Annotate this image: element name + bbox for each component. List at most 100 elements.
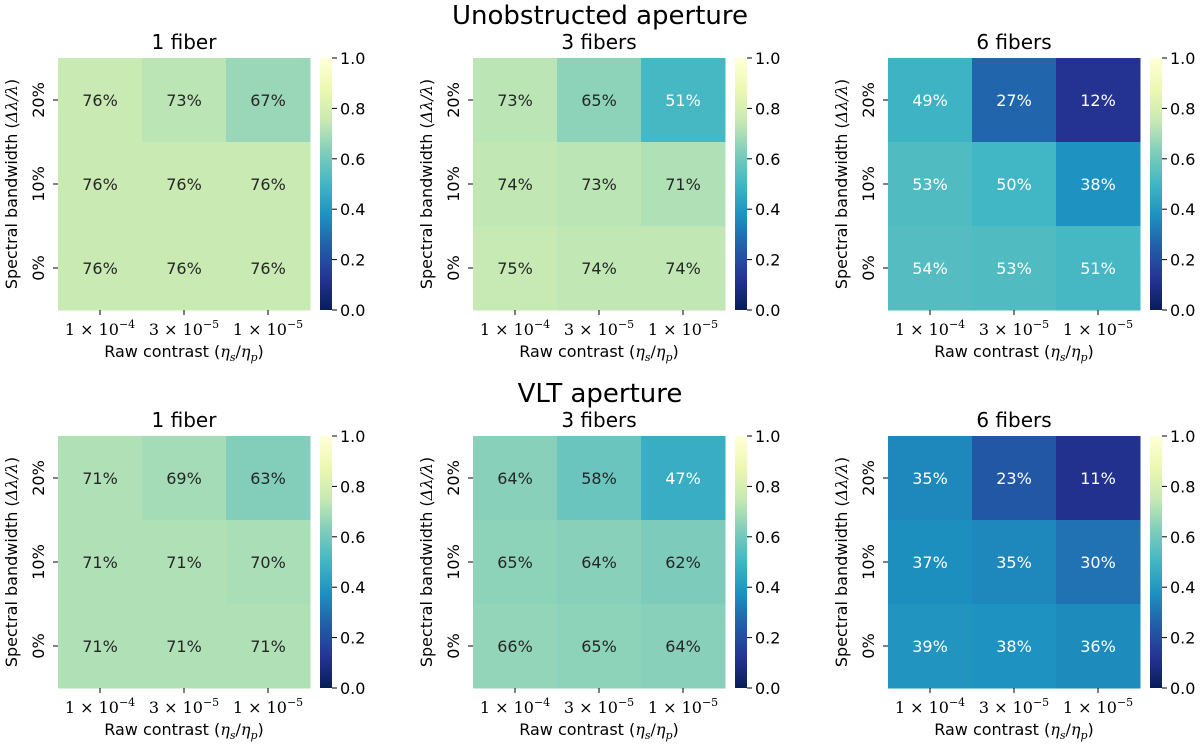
cell-label: 73% (497, 91, 533, 110)
cell-label: 65% (581, 637, 617, 656)
heatmap-cell (641, 436, 726, 521)
x-label-eta: η (220, 720, 230, 739)
cell-label: 30% (1080, 553, 1116, 572)
heatmap-cell (1056, 58, 1141, 143)
x-tick-label: 3 × 10−5 (564, 318, 634, 339)
tick-mantissa: 3 (979, 320, 994, 339)
tick-exponent: −5 (203, 696, 219, 709)
cell-label: 76% (250, 175, 286, 194)
cell-label: 35% (996, 553, 1032, 572)
cell-label: 47% (665, 469, 701, 488)
x-tick-label: 3 × 10−5 (564, 696, 634, 717)
colorbar (1150, 58, 1162, 310)
y-tick-label: 0% (444, 633, 463, 658)
cell-label: 76% (82, 91, 118, 110)
heatmap-cell (888, 436, 973, 521)
y-tick-label: 0% (859, 633, 878, 658)
y-label-math: Δλ/λ (2, 85, 21, 123)
colorbar-tick-label: 0.6 (1170, 150, 1195, 169)
tick-exponent: −5 (618, 696, 634, 709)
x-label-close: ) (258, 720, 264, 739)
heatmap-cell (972, 226, 1057, 311)
colorbar-tick-label: 0.2 (1170, 251, 1195, 270)
y-tick-label: 0% (444, 255, 463, 280)
x-tick-label: 1 × 10−5 (233, 696, 303, 717)
section-title-vlt: VLT aperture (518, 379, 683, 409)
heatmap-cell (1056, 142, 1141, 227)
colorbar-tick-label: 0.0 (340, 301, 365, 320)
x-label-close: ) (673, 342, 679, 361)
y-label-text: Spectral bandwidth ( (832, 500, 851, 667)
tick-mantissa: 3 (979, 698, 994, 717)
heatmap-cell (557, 520, 642, 605)
tick-exponent: −4 (949, 696, 965, 709)
x-tick-label: 1 × 10−4 (65, 318, 135, 339)
heatmap-cell (142, 604, 227, 689)
tick-exponent: −5 (287, 318, 303, 331)
tick-times: × (495, 320, 514, 339)
y-tick-label: 0% (859, 255, 878, 280)
x-label-sub: s (230, 351, 236, 364)
cell-label: 69% (166, 469, 202, 488)
colorbar-tick-label: 0.2 (755, 629, 780, 648)
heatmap-cell (972, 58, 1057, 143)
tick-base: 10 (1013, 320, 1033, 339)
y-tick-label: 10% (859, 166, 878, 202)
x-label-slash: / (1066, 720, 1072, 739)
tick-times: × (910, 320, 929, 339)
cell-label: 74% (497, 175, 533, 194)
colorbar-tick-label: 0.0 (1170, 679, 1195, 698)
heatmap-cell (226, 520, 311, 605)
colorbar-tick-label: 1.0 (755, 49, 780, 68)
x-label-sub: s (230, 729, 236, 742)
cell-label: 71% (250, 637, 286, 656)
colorbar-tick-label: 0.4 (1170, 200, 1195, 219)
cell-label: 54% (912, 259, 948, 278)
heatmap-cell (58, 142, 143, 227)
colorbar-tick-label: 0.8 (340, 477, 365, 496)
heatmap-cell (473, 520, 558, 605)
cell-label: 64% (497, 469, 533, 488)
y-tick-label: 20% (444, 82, 463, 118)
cell-label: 66% (497, 637, 533, 656)
tick-base: 10 (183, 320, 203, 339)
cell-label: 67% (250, 91, 286, 110)
y-axis-label: Spectral bandwidth (Δλ/λ) (417, 457, 436, 667)
colorbar-tick-label: 1.0 (755, 427, 780, 446)
colorbar (1150, 436, 1162, 688)
x-label-sub: p (251, 729, 258, 742)
x-label-text: Raw contrast ( (519, 720, 635, 739)
x-label-eta: η (635, 720, 645, 739)
tick-exponent: −4 (534, 318, 550, 331)
tick-exponent: −5 (1033, 318, 1049, 331)
tick-mantissa: 1 (648, 320, 663, 339)
heatmap-cell (226, 142, 311, 227)
heatmap-cell (1056, 604, 1141, 689)
heatmap-cell (142, 436, 227, 521)
cell-label: 65% (497, 553, 533, 572)
cell-label: 71% (82, 637, 118, 656)
colorbar-tick-label: 1.0 (340, 427, 365, 446)
colorbar-tick-label: 0.4 (340, 578, 365, 597)
y-label-math: Δλ/λ (2, 463, 21, 501)
colorbar (735, 58, 747, 310)
heatmap-cell (972, 604, 1057, 689)
tick-exponent: −5 (1117, 696, 1133, 709)
y-label-math: Δλ/λ (832, 85, 851, 123)
tick-times: × (1078, 320, 1097, 339)
x-label-eta: η (1050, 342, 1060, 361)
heatmap-cell (473, 226, 558, 311)
heatmap-cell (641, 226, 726, 311)
tick-mantissa: 3 (564, 698, 579, 717)
tick-mantissa: 1 (65, 320, 80, 339)
heatmap-cell (888, 520, 973, 605)
tick-mantissa: 1 (480, 698, 495, 717)
x-label-text: Raw contrast ( (519, 342, 635, 361)
colorbar-tick-label: 0.6 (755, 528, 780, 547)
x-label-eta: η (1050, 720, 1060, 739)
heatmap-cell (226, 604, 311, 689)
heatmap-cell (641, 142, 726, 227)
x-label-slash: / (1066, 342, 1072, 361)
